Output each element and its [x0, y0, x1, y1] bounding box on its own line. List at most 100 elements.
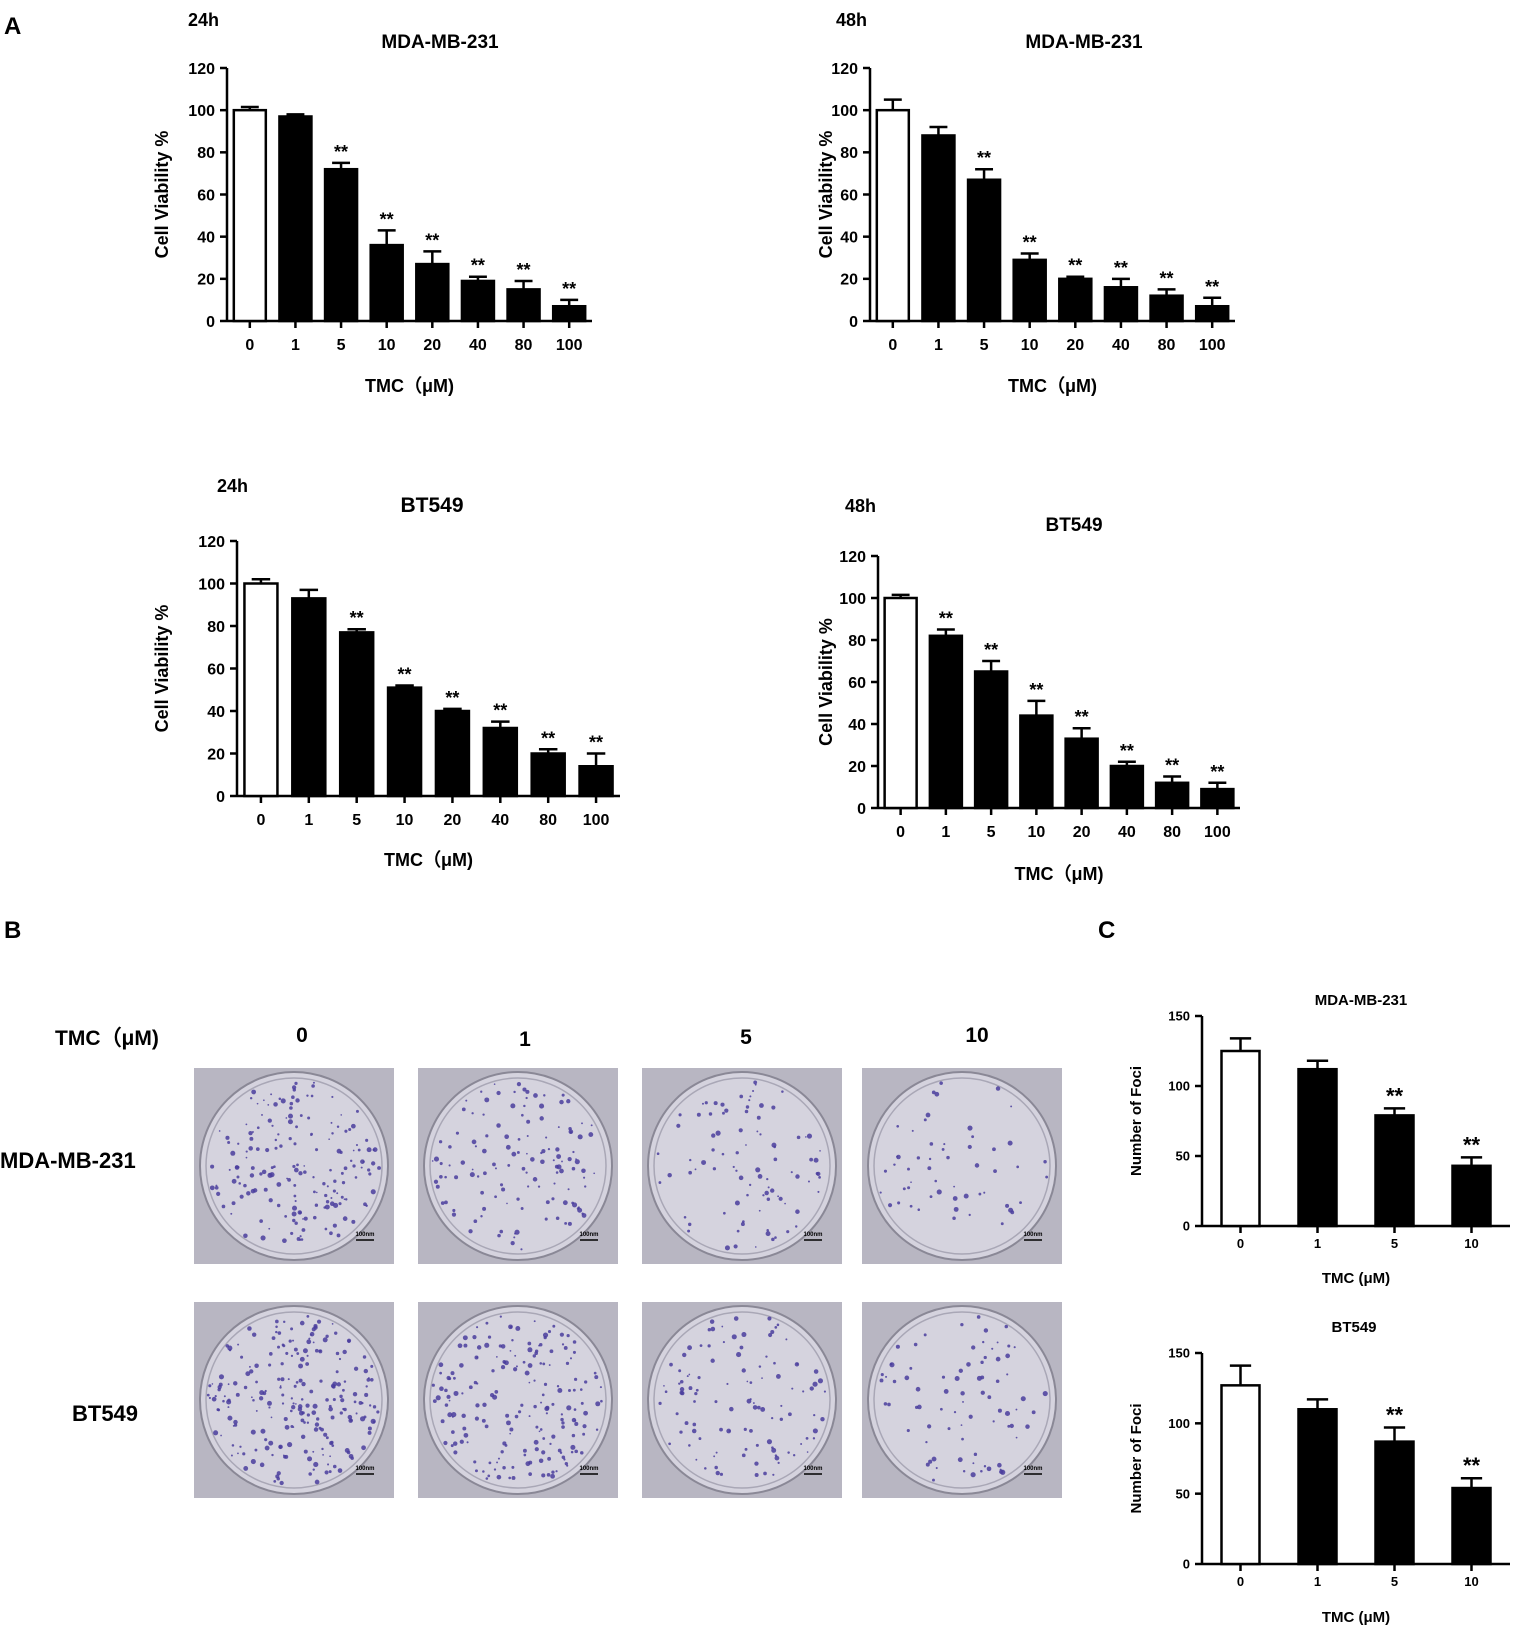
colony-dot [983, 1355, 987, 1360]
y-tick-label: 50 [1176, 1486, 1190, 1501]
colony-dot [344, 1129, 348, 1133]
colony-dot [227, 1398, 231, 1402]
colony-dot [664, 1390, 668, 1394]
x-tick-label: 0 [1237, 1236, 1244, 1251]
colony-dot [492, 1162, 496, 1167]
colony-dot [813, 1369, 819, 1374]
scale-bar-label: 100nm [355, 1466, 374, 1472]
colony-dot [472, 1335, 477, 1340]
colony-dot [515, 1365, 518, 1368]
colony-dot [474, 1469, 478, 1473]
colony-dot [474, 1416, 479, 1421]
colony-dot [564, 1461, 569, 1466]
colony-dot [293, 1384, 297, 1388]
panel-label-b: B [4, 917, 21, 944]
colony-dot [707, 1344, 711, 1348]
colony-dot [283, 1416, 288, 1422]
colony-dot [781, 1090, 784, 1093]
colony-dot [551, 1470, 555, 1474]
colony-dot [312, 1468, 315, 1471]
colony-dot [332, 1189, 336, 1193]
dish-rim [429, 1311, 607, 1489]
colony-dot [243, 1233, 248, 1239]
colony-dot [704, 1101, 708, 1105]
x-axis-label: TMC（μM) [1008, 376, 1097, 396]
colony-dot [353, 1400, 357, 1404]
colony-dot [314, 1479, 320, 1485]
colony-dot [482, 1402, 487, 1407]
colony-dot [494, 1167, 497, 1170]
colony-dot [325, 1436, 329, 1440]
colony-dot [469, 1172, 475, 1178]
colony-dot [757, 1174, 763, 1179]
x-tick-label: 0 [896, 824, 905, 841]
dish [867, 1305, 1057, 1495]
bar-20 [1064, 737, 1099, 810]
colony-dot [1019, 1201, 1022, 1205]
colony-dot [787, 1451, 790, 1454]
chart-title: MDA-MB-231 [1315, 992, 1408, 1009]
colony-dot [774, 1326, 778, 1329]
colony-dot [245, 1156, 248, 1159]
colony-dot [370, 1189, 376, 1195]
colony-dot [809, 1157, 814, 1162]
colony-dot [600, 1399, 603, 1403]
plate-image: 100nm [418, 1302, 618, 1498]
colony-dot [785, 1338, 788, 1341]
colony-dot [525, 1461, 531, 1467]
colony-dot [256, 1126, 260, 1130]
colony-dot [298, 1363, 304, 1369]
colony-dot [687, 1345, 692, 1351]
colony-dot [462, 1426, 467, 1431]
time-label: 24h [217, 476, 248, 496]
significance-mark: ** [425, 230, 439, 250]
colony-dot [693, 1400, 696, 1403]
colony-dot [992, 1420, 995, 1423]
colony-dot [369, 1377, 374, 1382]
colony-dot [310, 1333, 312, 1336]
colony-dot [271, 1453, 274, 1457]
colony-dot [503, 1361, 506, 1364]
colony-dot [583, 1176, 586, 1179]
x-tick-label: 100 [1204, 824, 1231, 841]
colony-dot [259, 1172, 263, 1176]
colony-dot [980, 1469, 983, 1473]
colony-dot [485, 1477, 489, 1480]
colony-dot [678, 1369, 682, 1373]
colony-dot [525, 1171, 528, 1174]
colony-dot [261, 1169, 267, 1175]
colony-dot [559, 1451, 563, 1455]
colony-dot [323, 1432, 328, 1437]
colony-dot [462, 1335, 468, 1341]
colony-dot [248, 1146, 253, 1151]
colony-dot [448, 1164, 451, 1167]
colony-dot [684, 1421, 689, 1426]
colony-dot [496, 1461, 499, 1464]
colony-dot [366, 1147, 372, 1153]
colony-dot [527, 1347, 533, 1353]
colony-dot [946, 1155, 950, 1160]
colony-dot [311, 1410, 317, 1415]
colony-dot [923, 1333, 927, 1337]
colony-dot [214, 1185, 219, 1190]
colony-dot [960, 1322, 964, 1327]
colony-dot [333, 1179, 337, 1183]
scale-bar-label: 100nm [803, 1232, 822, 1238]
bar-10 [369, 243, 404, 323]
colony-dot [764, 1190, 769, 1196]
colony-dot [796, 1362, 799, 1365]
colony-dot [331, 1444, 335, 1447]
colony-dot [250, 1458, 256, 1465]
colony-dot [371, 1161, 376, 1166]
colony-dot [560, 1413, 564, 1416]
colony-dot [278, 1445, 282, 1449]
colony-dot [296, 1163, 299, 1167]
x-axis-label: TMC（μM) [1015, 864, 1104, 884]
colony-dot [575, 1158, 577, 1160]
colony-dot [306, 1339, 312, 1345]
colony-dot [468, 1385, 473, 1390]
colony-dot [581, 1122, 583, 1125]
y-tick-label: 120 [188, 61, 215, 78]
colony-dot [225, 1344, 230, 1348]
colony-dot [980, 1375, 985, 1380]
